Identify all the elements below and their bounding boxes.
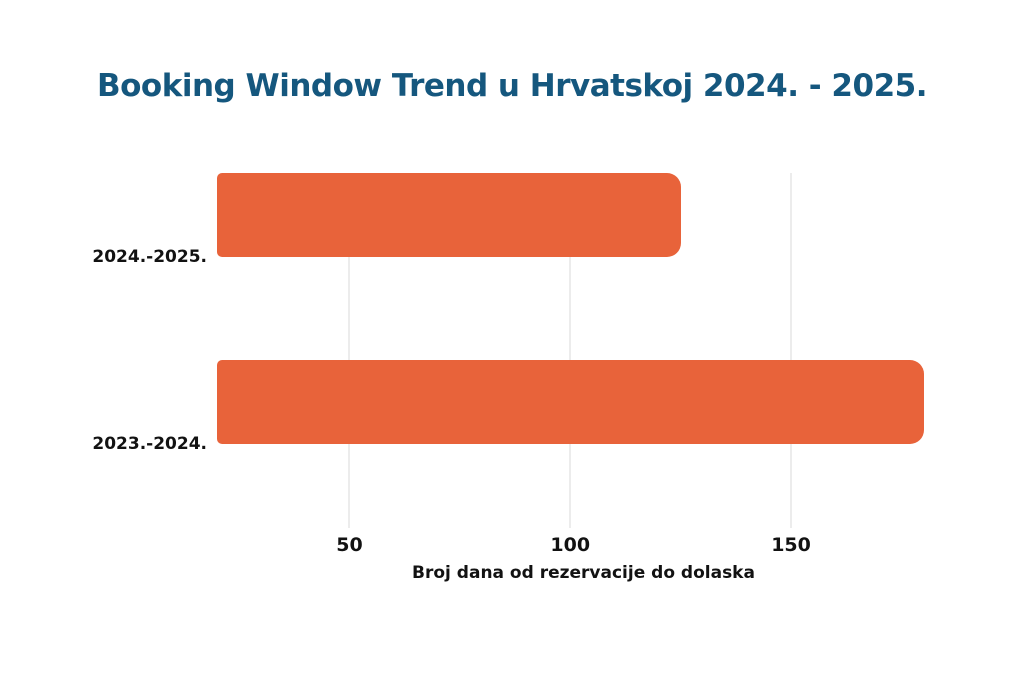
- plot-area: 50 100 150: [217, 173, 950, 556]
- gridline-150: [790, 173, 793, 528]
- gridline-50: [348, 173, 351, 528]
- bar-2023-2024: [217, 360, 924, 444]
- x-tick-label: 50: [336, 534, 363, 556]
- gridline-100: [569, 173, 572, 528]
- x-axis-title: Broj dana od rezervacije do dolaska: [412, 563, 755, 583]
- bar-2024-2025: [217, 173, 681, 257]
- y-category-label: 2023.-2024.: [92, 434, 207, 454]
- chart-title: Booking Window Trend u Hrvatskoj 2024. -…: [97, 68, 927, 104]
- x-tick-label: 150: [771, 534, 811, 556]
- x-tick-label: 100: [550, 534, 591, 556]
- y-category-label: 2024.-2025.: [92, 247, 207, 267]
